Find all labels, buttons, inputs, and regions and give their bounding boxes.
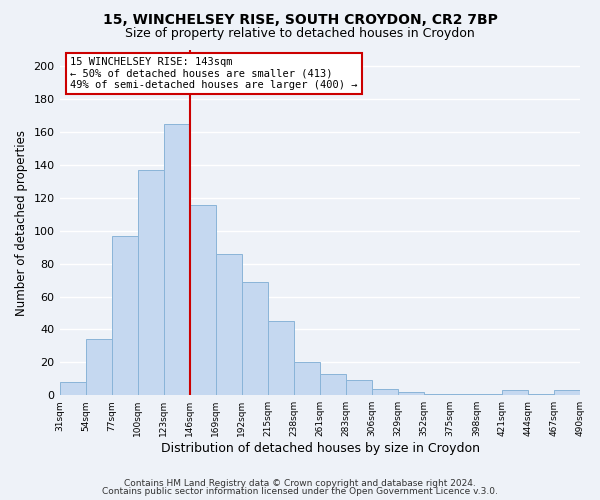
- Bar: [529, 394, 554, 395]
- Text: 15 WINCHELSEY RISE: 143sqm
← 50% of detached houses are smaller (413)
49% of sem: 15 WINCHELSEY RISE: 143sqm ← 50% of deta…: [70, 57, 358, 90]
- Bar: [86, 340, 112, 395]
- Bar: [59, 382, 86, 395]
- Y-axis label: Number of detached properties: Number of detached properties: [15, 130, 28, 316]
- Bar: [190, 204, 216, 395]
- Bar: [398, 392, 424, 395]
- Bar: [450, 394, 476, 395]
- Bar: [294, 362, 320, 395]
- X-axis label: Distribution of detached houses by size in Croydon: Distribution of detached houses by size …: [161, 442, 479, 455]
- Bar: [242, 282, 268, 395]
- Bar: [112, 236, 137, 395]
- Bar: [320, 374, 346, 395]
- Bar: [476, 394, 502, 395]
- Bar: [346, 380, 372, 395]
- Bar: [216, 254, 242, 395]
- Bar: [372, 388, 398, 395]
- Bar: [137, 170, 164, 395]
- Text: 15, WINCHELSEY RISE, SOUTH CROYDON, CR2 7BP: 15, WINCHELSEY RISE, SOUTH CROYDON, CR2 …: [103, 12, 497, 26]
- Text: Size of property relative to detached houses in Croydon: Size of property relative to detached ho…: [125, 28, 475, 40]
- Bar: [554, 390, 581, 395]
- Bar: [502, 390, 529, 395]
- Bar: [268, 321, 294, 395]
- Text: Contains HM Land Registry data © Crown copyright and database right 2024.: Contains HM Land Registry data © Crown c…: [124, 478, 476, 488]
- Text: Contains public sector information licensed under the Open Government Licence v.: Contains public sector information licen…: [102, 487, 498, 496]
- Bar: [164, 124, 190, 395]
- Bar: [424, 394, 450, 395]
